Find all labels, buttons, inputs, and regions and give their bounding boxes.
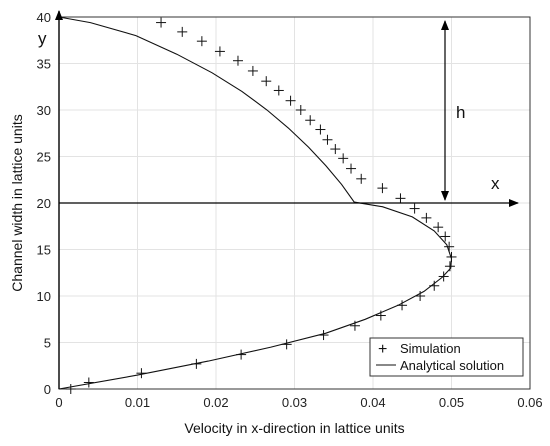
simulation-point [65, 384, 76, 394]
simulation-point [315, 124, 326, 135]
x-tick-label: 0.01 [125, 395, 150, 410]
simulation-point [232, 55, 243, 66]
simulation-point [409, 203, 420, 214]
simulation-point [444, 261, 455, 272]
analytical-solution-line [58, 16, 453, 390]
simulation-point [177, 26, 188, 37]
simulation-point [397, 300, 408, 311]
simulation-point [261, 76, 272, 87]
y-tick-label: 5 [44, 336, 51, 351]
y-tick-label: 35 [37, 57, 51, 72]
y-direction-label: y [38, 29, 47, 48]
legend-analytical-label: Analytical solution [400, 358, 504, 373]
simulation-point [136, 368, 147, 379]
y-tick-label: 40 [37, 10, 51, 25]
simulation-point [446, 251, 457, 262]
y-tick-labels: 0 5 10 15 20 25 30 35 40 [37, 10, 51, 397]
y-tick-label: 15 [37, 243, 51, 258]
x-tick-label: 0.03 [282, 395, 307, 410]
simulation-point [305, 115, 316, 126]
x-axis-title: Velocity in x-direction in lattice units [184, 420, 404, 436]
simulation-point [247, 65, 258, 76]
y-tick-label: 25 [37, 150, 51, 165]
simulation-point [196, 36, 207, 47]
y-tick-label: 30 [37, 103, 51, 118]
legend: + Simulation Analytical solution [369, 337, 524, 377]
y-tick-label: 0 [44, 382, 51, 397]
simulation-series [65, 17, 457, 394]
simulation-point [330, 144, 341, 155]
simulation-point [236, 349, 247, 360]
height-label: h [456, 103, 465, 122]
simulation-point [429, 280, 440, 291]
simulation-point [346, 163, 357, 174]
simulation-point [438, 271, 449, 282]
legend-simulation-label: Simulation [400, 341, 461, 356]
simulation-point [191, 358, 202, 369]
simulation-point [377, 183, 388, 194]
simulation-point [356, 173, 367, 184]
simulation-point [433, 222, 444, 233]
simulation-point [285, 95, 296, 106]
simulation-point [214, 46, 225, 57]
x-tick-label: 0.02 [203, 395, 228, 410]
simulation-point [415, 291, 426, 301]
x-tick-label: 0.04 [360, 395, 385, 410]
simulation-point [83, 377, 94, 388]
analytical-series [58, 16, 453, 390]
x-tick-label: 0 [55, 395, 62, 410]
x-tick-label: 0.05 [439, 395, 464, 410]
legend-box [369, 337, 524, 377]
simulation-point [156, 17, 167, 28]
simulation-point [281, 339, 292, 350]
y-axis-title: Channel width in lattice units [9, 114, 25, 291]
simulation-point [395, 193, 406, 204]
simulation-point [375, 310, 386, 321]
simulation-point [318, 330, 329, 341]
simulation-point [440, 231, 451, 242]
simulation-point [295, 105, 306, 115]
simulation-point [273, 85, 284, 96]
legend-simulation-marker: + [378, 341, 387, 358]
simulation-point [444, 241, 455, 252]
x-tick-labels: 0 0.01 0.02 0.03 0.04 0.05 0.06 [55, 395, 542, 410]
x-tick-label: 0.06 [517, 395, 542, 410]
simulation-point [349, 320, 360, 331]
simulation-point [421, 212, 432, 223]
y-tick-label: 10 [37, 289, 51, 304]
y-tick-label: 20 [37, 196, 51, 211]
simulation-point [322, 134, 333, 145]
simulation-point [338, 153, 349, 164]
x-direction-label: x [491, 174, 500, 193]
